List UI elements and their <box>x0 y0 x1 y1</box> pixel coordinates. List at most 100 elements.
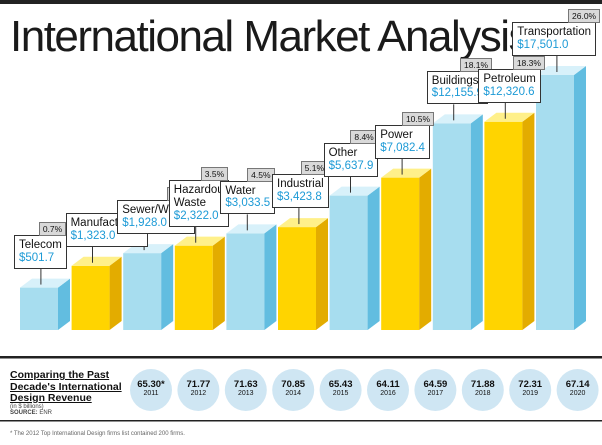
bar-value-label: $1,928.0 <box>122 217 167 230</box>
bar-category-label: Industrial <box>277 178 324 191</box>
revenue-value: 70.85 <box>281 379 306 390</box>
bar-category-label: Telecom <box>19 238 62 251</box>
revenue-circle-label: 72.31 2019 <box>508 379 552 397</box>
bar-side <box>316 218 328 330</box>
footer-unit: (in $ billions) <box>10 404 44 410</box>
bar-side <box>212 236 225 330</box>
revenue-value: 65.30* <box>137 379 165 390</box>
revenue-circle <box>319 369 362 411</box>
bar-manufacturing <box>71 256 122 330</box>
bar-percent-label: 26.0% <box>568 9 601 24</box>
revenue-value: 67.14 <box>565 379 590 390</box>
footnote: * The 2012 Top International Design firm… <box>10 431 185 437</box>
revenue-year: 2015 <box>332 390 349 397</box>
bar-front <box>226 233 265 330</box>
footer-source: SOURCE: ENR <box>10 410 52 416</box>
footer-rules <box>0 356 602 422</box>
bar-front <box>278 227 316 330</box>
revenue-circle <box>509 369 552 411</box>
bar-percent-label: 8.4% <box>350 129 378 144</box>
revenue-circle-label: 71.88 2018 <box>461 379 505 397</box>
bar-side <box>109 256 122 330</box>
revenue-circles <box>130 369 599 411</box>
bar-value-label: $1,323.0 <box>70 229 116 242</box>
revenue-year: 2013 <box>238 390 254 397</box>
bar-percent-label: 0.7% <box>38 221 67 236</box>
bar-value-label: $2,322.0 <box>173 209 219 222</box>
bar-top <box>174 236 225 246</box>
revenue-value: 64.59 <box>423 379 448 390</box>
bar-sewer-waste <box>123 244 174 330</box>
bar-top <box>536 66 586 75</box>
revenue-year: 2018 <box>475 390 491 397</box>
revenue-circle <box>461 369 504 411</box>
footer-source-label: SOURCE: <box>10 410 38 416</box>
revenue-year: 2012 <box>190 390 207 397</box>
bar-side <box>574 66 586 330</box>
bar-label-box: Telecom $501.7 <box>14 234 67 269</box>
revenue-value: 71.77 <box>186 379 211 390</box>
revenue-circle <box>130 369 172 411</box>
revenue-value: 72.31 <box>518 379 543 390</box>
bar-power <box>381 168 432 330</box>
revenue-circle-label: 71.77 2012 <box>176 379 220 397</box>
bar-side <box>522 112 535 330</box>
bar-top <box>484 112 535 122</box>
revenue-circle-label: 64.59 2017 <box>413 379 457 397</box>
bar-front <box>381 177 420 330</box>
revenue-year: 2014 <box>285 390 301 397</box>
revenue-circle <box>556 369 599 411</box>
bar-front <box>20 287 58 330</box>
revenue-year: 2017 <box>427 390 444 397</box>
bar-label-box: Buildings $12,155.9 <box>426 70 488 105</box>
bar-label-box: Power $7,082.4 <box>375 124 430 159</box>
bar-value-label: $7,082.4 <box>380 141 425 154</box>
bar-label-box: Petroleum $12,320.6 <box>478 68 541 103</box>
bar-telecom <box>20 278 70 330</box>
revenue-circle-label: 65.43 2015 <box>319 379 363 397</box>
bar-buildings <box>432 114 483 330</box>
bar-percent-label: 18.1% <box>459 57 493 72</box>
bar-side <box>58 278 70 330</box>
revenue-circle-label: 64.11 2016 <box>366 379 410 397</box>
revenue-year: 2020 <box>569 390 586 397</box>
bar-group <box>20 56 586 330</box>
top-rule <box>0 0 602 4</box>
bar-top <box>71 256 122 266</box>
bar-side <box>367 186 380 330</box>
bar-category-label: Power <box>380 128 413 141</box>
bar-top <box>278 218 328 228</box>
bar-hazardous-waste <box>174 236 225 330</box>
bar-front <box>432 123 471 330</box>
footer-source-value: ENR <box>39 410 53 416</box>
bar-industrial <box>278 218 328 330</box>
bar-percent-label: 5.1% <box>300 161 329 176</box>
revenue-value: 64.11 <box>376 379 400 390</box>
revenue-circle-label: 67.14 2020 <box>556 379 600 397</box>
revenue-value: 71.88 <box>470 379 495 390</box>
bar-percent-label: 10.5% <box>401 111 435 126</box>
bar-transportation <box>536 66 586 330</box>
bar-category-label: Hazardous Waste <box>173 184 230 209</box>
bar-top <box>381 168 432 178</box>
bar-value-label: $12,320.6 <box>483 85 535 98</box>
bar-top <box>329 186 380 196</box>
bar-label-box: Hazardous Waste $2,322.0 <box>168 180 230 227</box>
revenue-circle <box>414 369 457 411</box>
revenue-circle <box>224 369 267 411</box>
bar-value-label: $17,501.0 <box>517 39 569 52</box>
bar-side <box>470 114 483 330</box>
footer-bottom-rule <box>0 420 602 422</box>
footer-top-rule <box>0 356 602 359</box>
bar-side <box>264 224 277 330</box>
bar-label-box: Other $5,637.9 <box>323 142 379 177</box>
bar-value-label: $5,637.9 <box>328 159 374 172</box>
revenue-year: 2011 <box>143 390 159 397</box>
revenue-value: 65.43 <box>328 379 353 390</box>
bar-other <box>329 186 380 330</box>
revenue-circle <box>177 369 220 411</box>
revenue-circle <box>367 369 409 411</box>
revenue-circle <box>272 369 315 411</box>
bar-value-label: $501.7 <box>19 251 55 264</box>
bar-percent-label: 18.3% <box>512 55 545 70</box>
